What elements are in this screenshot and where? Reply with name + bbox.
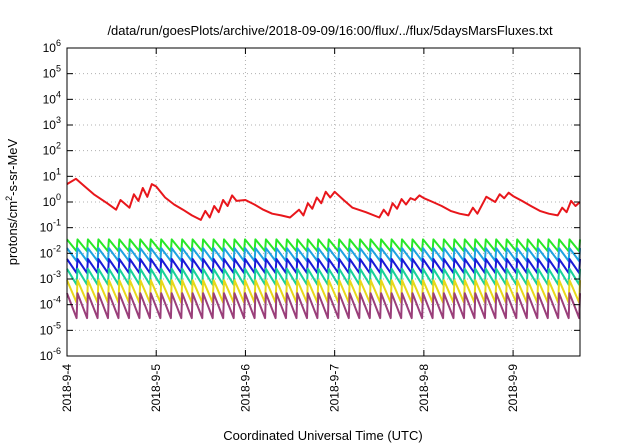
y-tick-label: 10-1 <box>40 218 61 235</box>
y-tick-base: 10 <box>40 246 54 260</box>
y-axis-label-rest: -s-sr-MeV <box>5 138 20 195</box>
y-tick-exponent: 1 <box>56 166 61 176</box>
y-tick-exponent: 5 <box>56 64 61 74</box>
series-line-4 <box>66 258 581 275</box>
y-tick-exponent: 6 <box>56 38 61 48</box>
y-axis-label-exponent: 2 <box>4 196 14 201</box>
x-tick-label: 2018-9-8 <box>417 364 431 412</box>
y-tick-exponent: -5 <box>53 320 61 330</box>
y-tick-base: 10 <box>43 144 57 158</box>
data-series <box>66 177 581 320</box>
y-tick-exponent: 2 <box>56 141 61 151</box>
y-tick-label: 105 <box>43 64 61 81</box>
y-tick-label: 100 <box>43 192 61 209</box>
y-tick-label: 10-4 <box>40 295 61 312</box>
y-tick-base: 10 <box>43 92 57 106</box>
series-line-3 <box>66 247 581 263</box>
y-tick-label: 10-5 <box>40 320 61 337</box>
series-line-6 <box>66 279 581 304</box>
x-tick-label: 2018-9-9 <box>506 364 520 412</box>
y-tick-exponent: -4 <box>53 295 61 305</box>
chart-title: /data/run/goesPlots/archive/2018-09-09/1… <box>107 23 553 38</box>
y-tick-base: 10 <box>43 118 57 132</box>
y-tick-exponent: 0 <box>56 192 61 202</box>
series-line-5 <box>66 267 581 286</box>
y-tick-label: 104 <box>43 89 61 106</box>
y-tick-base: 10 <box>40 349 54 363</box>
y-tick-base: 10 <box>43 67 57 81</box>
y-tick-base: 10 <box>43 41 57 55</box>
x-tick-label: 2018-9-5 <box>149 364 163 412</box>
x-tick-labels: 2018-9-4 2018-9-5 2018-9-6 2018-9-7 2018-9-8… <box>60 364 520 412</box>
y-tick-base: 10 <box>40 221 54 235</box>
y-tick-base: 10 <box>43 169 57 183</box>
y-axis-label: protons/cm2-s-sr-MeV <box>4 138 20 265</box>
y-tick-exponent: -3 <box>53 269 61 279</box>
y-axis-label-unit: protons/cm <box>5 201 20 265</box>
y-tick-base: 10 <box>43 195 57 209</box>
y-tick-labels: 10610510410310210110010-110-210-310-410-… <box>40 38 61 363</box>
y-tick-label: 10-6 <box>40 346 61 363</box>
x-tick-label: 2018-9-6 <box>238 364 252 412</box>
x-tick-label: 2018-9-7 <box>328 364 342 412</box>
series-line-7 <box>66 292 581 320</box>
y-tick-exponent: -1 <box>53 218 61 228</box>
axis-ticks <box>66 47 580 357</box>
y-tick-base: 10 <box>40 272 54 286</box>
series-line-1 <box>66 177 581 221</box>
y-tick-exponent: -2 <box>53 243 61 253</box>
series-line-2 <box>66 238 581 253</box>
y-tick-label: 10-3 <box>40 269 61 286</box>
x-tick-label: 2018-9-4 <box>60 364 74 412</box>
y-tick-label: 101 <box>43 166 61 183</box>
y-tick-base: 10 <box>40 323 54 337</box>
y-tick-label: 106 <box>43 38 61 55</box>
y-tick-label: 103 <box>43 115 61 132</box>
y-tick-label: 102 <box>43 141 61 158</box>
y-tick-label: 10-2 <box>40 243 61 260</box>
y-tick-exponent: 4 <box>56 89 61 99</box>
y-tick-exponent: -6 <box>53 346 61 356</box>
x-axis-label: Coordinated Universal Time (UTC) <box>223 428 422 443</box>
y-tick-exponent: 3 <box>56 115 61 125</box>
y-tick-base: 10 <box>40 298 54 312</box>
